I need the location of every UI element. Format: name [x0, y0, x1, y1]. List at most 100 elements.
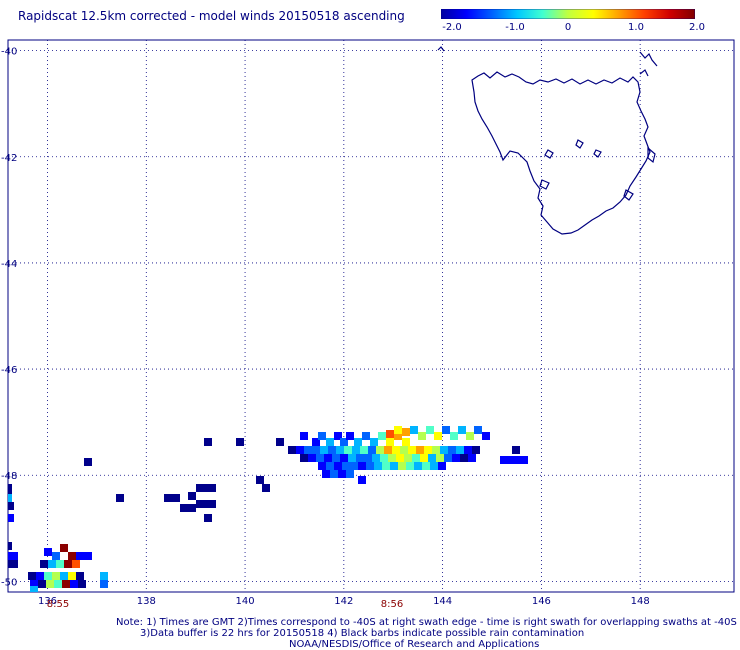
wind-cell	[414, 462, 422, 470]
wind-cell	[8, 514, 14, 522]
wind-cell	[28, 572, 36, 580]
wind-cell	[406, 462, 414, 470]
wind-cell	[472, 446, 480, 454]
graticule	[8, 40, 734, 592]
wind-cell	[40, 560, 48, 568]
latitude-tick-label: -40	[1, 47, 17, 58]
wind-cell	[430, 462, 438, 470]
wind-cell	[308, 454, 316, 462]
wind-cell	[352, 446, 360, 454]
wind-cell	[296, 446, 304, 454]
wind-cell	[456, 446, 464, 454]
wind-cell	[76, 572, 84, 580]
wind-cell	[320, 446, 328, 454]
wind-cell	[164, 494, 172, 502]
colorbar-label-min: -2.0	[442, 22, 462, 33]
wind-cell	[100, 572, 108, 580]
wind-cell	[432, 446, 440, 454]
wind-cell	[68, 552, 76, 560]
wind-cell	[300, 432, 308, 440]
wind-cell	[376, 446, 384, 454]
wind-cell	[378, 432, 386, 440]
wind-cell	[44, 548, 52, 556]
wind-cell	[330, 470, 338, 478]
colorbar-label-neg1: -1.0	[505, 22, 525, 33]
wind-cell	[54, 580, 62, 588]
wind-cell	[360, 446, 368, 454]
wind-cell	[8, 542, 12, 550]
colorbar-label-zero: 0	[564, 22, 572, 33]
wind-cell	[370, 438, 378, 446]
wind-cell	[374, 462, 382, 470]
wind-cell	[64, 560, 72, 568]
wind-cell	[52, 572, 60, 580]
longitude-tick-label: 144	[433, 596, 452, 607]
wind-cell	[354, 438, 362, 446]
wind-cell	[468, 454, 476, 462]
wind-cell	[180, 504, 196, 512]
wind-cell	[388, 454, 396, 462]
wind-cell	[368, 446, 376, 454]
wind-cell	[324, 454, 332, 462]
wind-cell	[394, 426, 402, 434]
wind-cell	[366, 462, 374, 470]
wind-cell	[416, 446, 424, 454]
wind-cell	[342, 462, 350, 470]
wind-cell	[46, 580, 54, 588]
wind-cell	[438, 462, 446, 470]
wind-cell	[8, 484, 12, 494]
wind-cell	[426, 426, 434, 434]
wind-cell	[188, 492, 196, 500]
map-frame	[7, 39, 735, 593]
wind-cell	[364, 454, 372, 462]
wind-cell	[196, 500, 216, 508]
latitude-tick-label: -46	[1, 365, 17, 376]
wind-cell	[172, 494, 180, 502]
wind-cell	[338, 470, 346, 478]
wind-cell	[100, 580, 108, 588]
wind-cell	[8, 560, 18, 568]
wind-cell	[326, 438, 334, 446]
wind-cell	[418, 432, 426, 440]
wind-cell	[386, 438, 394, 446]
latitude-tick-label: -48	[1, 471, 17, 482]
wind-cell	[262, 484, 270, 492]
wind-cell	[318, 432, 326, 440]
wind-cell	[386, 430, 394, 438]
wind-cell	[316, 454, 324, 462]
latitude-tick-label: -44	[1, 259, 17, 270]
wind-cell	[84, 458, 92, 466]
wind-cell	[72, 560, 80, 568]
wind-cell	[332, 454, 340, 462]
wind-cell	[300, 454, 308, 462]
wind-cell	[36, 572, 44, 580]
wind-cell	[350, 462, 358, 470]
wind-cell	[458, 426, 466, 434]
wind-cell	[392, 446, 400, 454]
wind-cell	[30, 580, 38, 588]
wind-cell	[410, 426, 418, 434]
wind-cell	[444, 454, 452, 462]
wind-cell	[394, 432, 402, 440]
wind-cell	[466, 432, 474, 440]
wind-cell	[450, 432, 458, 440]
wind-cell	[448, 446, 456, 454]
wind-cell	[398, 462, 406, 470]
colorbar-label-pos1: 1.0	[628, 22, 644, 33]
wind-cell	[60, 544, 68, 552]
footer-note-line3: NOAA/NESDIS/Office of Research and Appli…	[289, 639, 540, 650]
wind-cell	[464, 446, 472, 454]
wind-cell	[400, 446, 408, 454]
wind-cell	[312, 438, 320, 446]
wind-cell	[70, 580, 78, 588]
wind-cell	[68, 572, 76, 580]
wind-cell	[424, 446, 432, 454]
wind-cell	[380, 454, 388, 462]
wind-cell	[204, 514, 212, 522]
wind-cell	[372, 454, 380, 462]
wind-cell	[362, 432, 370, 440]
wind-cell	[52, 552, 60, 560]
wind-cell	[402, 428, 410, 436]
wind-cell	[442, 426, 450, 434]
wind-difference-cells	[8, 426, 528, 592]
